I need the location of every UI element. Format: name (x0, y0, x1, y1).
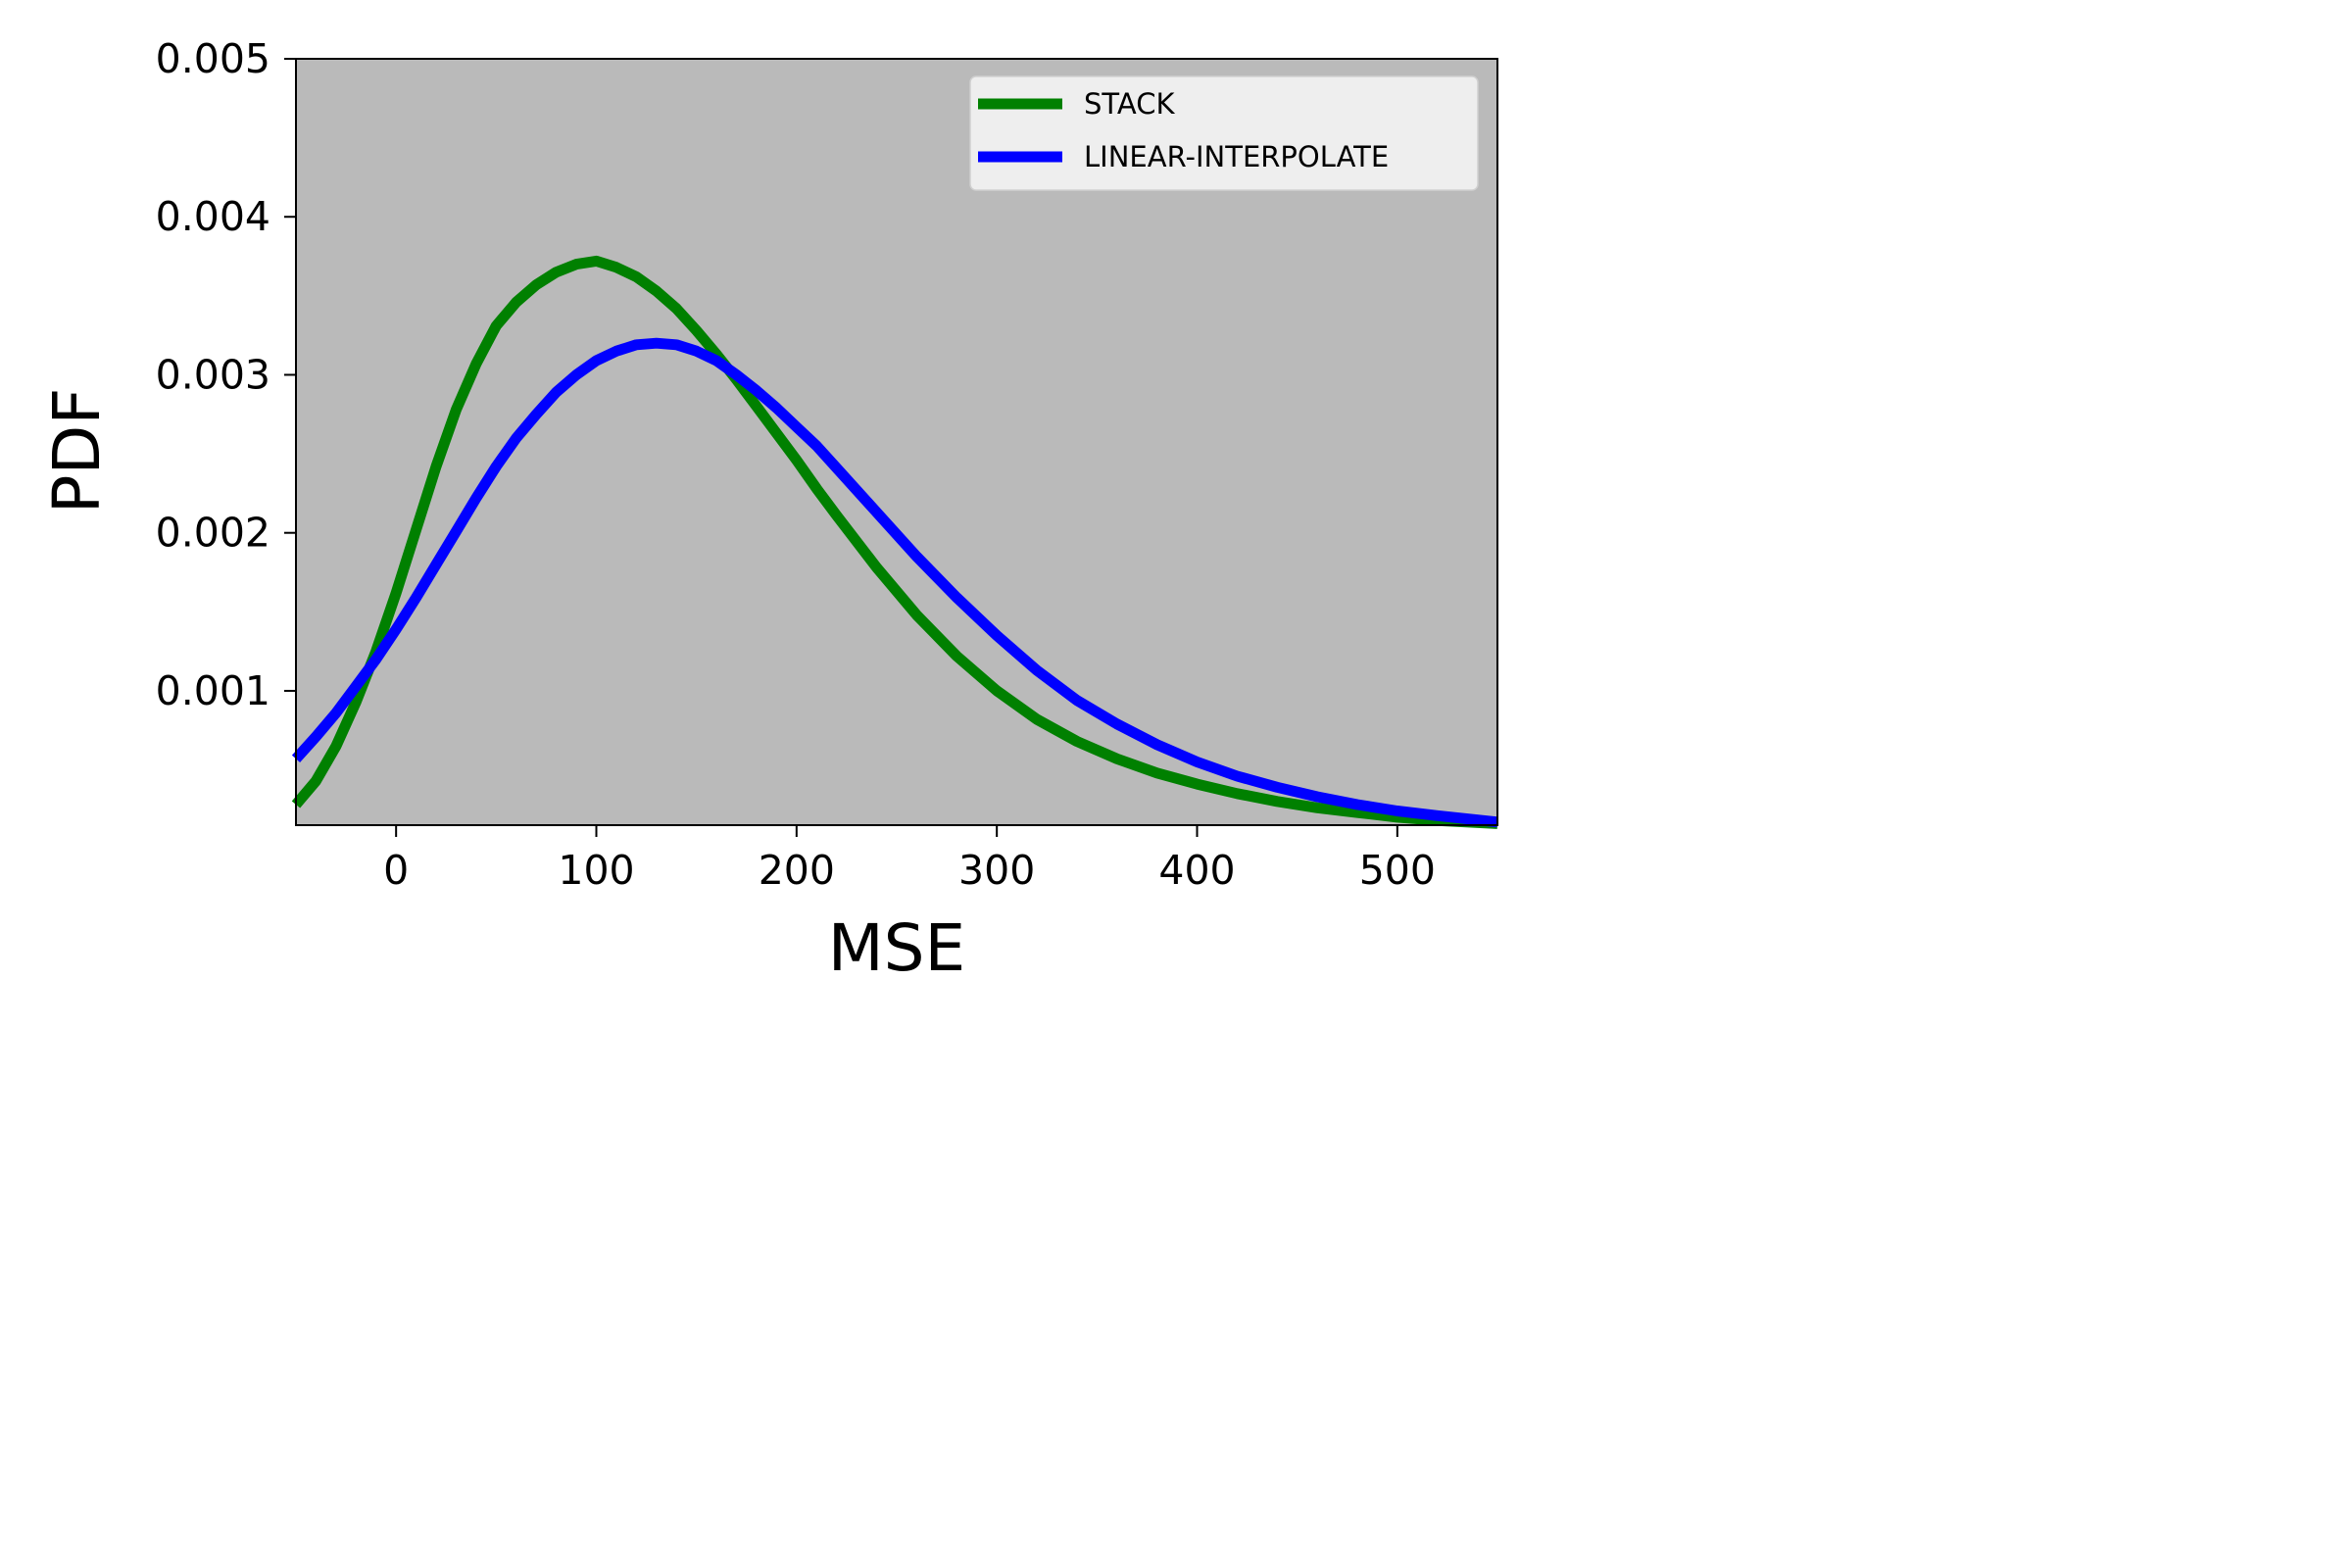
x-tick-label: 400 (1158, 847, 1235, 894)
legend-box (969, 75, 1479, 191)
plot-frame (295, 58, 1498, 826)
x-tick-label: 500 (1359, 847, 1436, 894)
x-tick-label: 300 (958, 847, 1035, 894)
x-tick-label: 200 (759, 847, 835, 894)
x-axis: 0 100 200 300 400 500 (383, 825, 1436, 894)
legend-label: STACK (1084, 87, 1175, 121)
y-tick-label: 0.002 (156, 510, 270, 557)
y-tick-label: 0.005 (156, 35, 270, 82)
legend: STACK LINEAR-INTERPOLATE (969, 75, 1479, 191)
x-tick-label: 0 (383, 847, 409, 894)
x-axis-title: MSE (828, 910, 966, 986)
y-tick-label: 0.003 (156, 351, 270, 398)
y-axis-title: PDF (39, 388, 115, 514)
x-tick-label: 100 (558, 847, 634, 894)
y-tick-label: 0.001 (156, 667, 270, 714)
y-tick-label: 0.004 (156, 193, 270, 240)
series-line-linear-interpolate (291, 337, 1498, 828)
pdf-line-chart: 0 100 200 300 400 500 0.0010.0020.0030.0040.0… (39, 35, 1498, 986)
y-axis: 0.001 0.002 0.003 0.004 0.005 (156, 35, 296, 714)
legend-label: LINEAR-INTERPOLATE (1084, 140, 1389, 173)
series-layer (291, 255, 1498, 829)
